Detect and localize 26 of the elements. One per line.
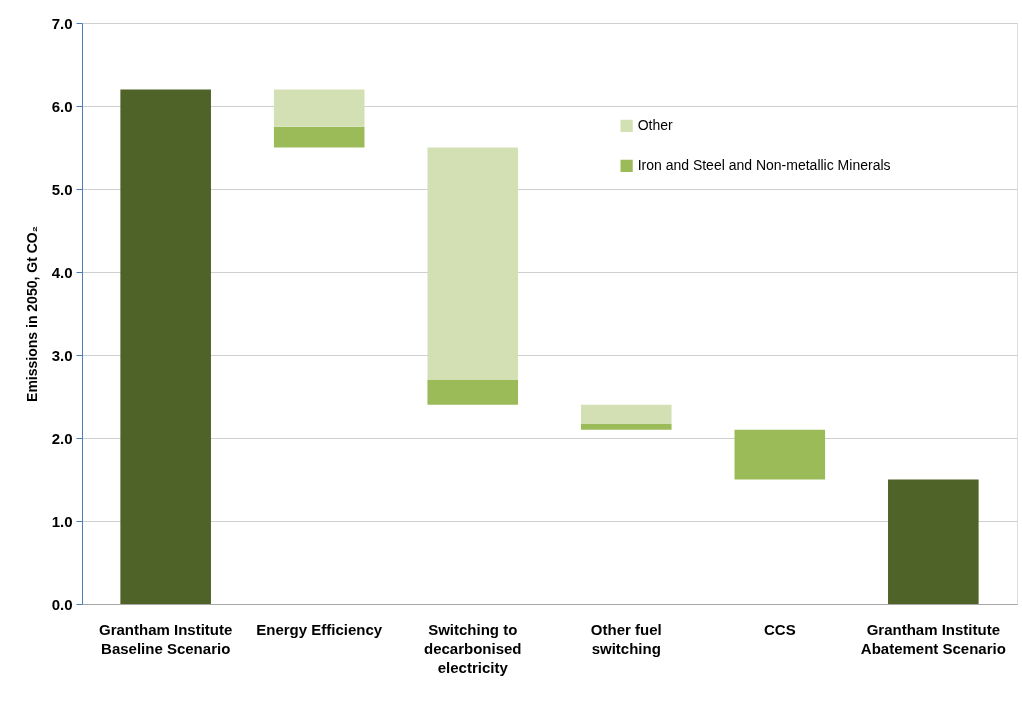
bar xyxy=(273,89,365,127)
bar xyxy=(120,89,211,604)
legend-label: Other xyxy=(637,116,673,133)
x-tick-label: Other fuel switching xyxy=(590,620,662,657)
x-tick-label: CCS xyxy=(763,620,796,638)
bar xyxy=(427,379,519,405)
x-tick-label: Grantham Institute Abatement Scenario xyxy=(860,620,1006,657)
bar xyxy=(580,423,672,430)
bar xyxy=(580,404,672,424)
legend-label: Iron and Steel and Non-metallic Minerals xyxy=(637,156,891,173)
x-tick-label: Energy Efficiency xyxy=(256,620,383,638)
bar xyxy=(734,429,826,480)
y-axis-title: Emissions in 2050, Gt CO₂ xyxy=(23,226,40,402)
bar xyxy=(273,126,365,148)
y-tick-label: 3.0 xyxy=(51,346,73,364)
y-tick-label: 0.0 xyxy=(51,595,73,613)
x-tick-label: Switching to decarbonised electricity xyxy=(423,620,522,676)
y-tick-label: 2.0 xyxy=(51,429,73,447)
y-tick-label: 5.0 xyxy=(51,180,73,198)
y-tick-label: 7.0 xyxy=(51,14,73,32)
bar xyxy=(888,479,979,604)
x-tick-label: Grantham Institute Baseline Scenario xyxy=(98,620,233,657)
y-tick-label: 1.0 xyxy=(51,512,73,530)
bar xyxy=(427,147,519,380)
y-tick-label: 6.0 xyxy=(51,97,73,115)
y-tick-label: 4.0 xyxy=(51,263,73,281)
